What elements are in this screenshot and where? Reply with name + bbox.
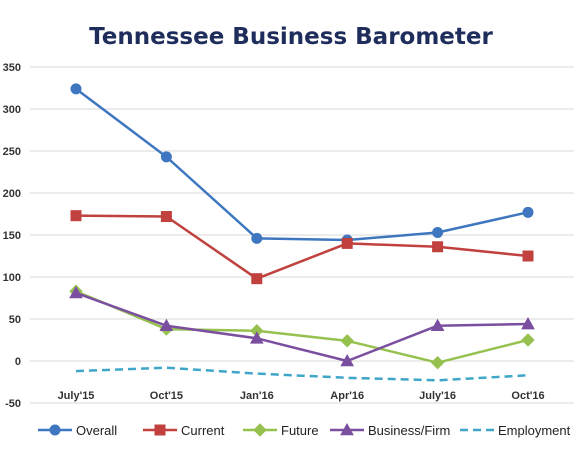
data-point-business-firm xyxy=(249,331,264,344)
data-point-current xyxy=(251,273,263,285)
x-tick-label: July'15 xyxy=(58,390,95,402)
data-point-current xyxy=(160,211,172,223)
y-tick-label: -50 xyxy=(5,398,21,410)
series-current xyxy=(70,210,534,285)
x-tick-label: Oct'15 xyxy=(150,390,183,402)
x-tick-label: Apr'16 xyxy=(330,390,364,402)
series-lines xyxy=(69,83,535,382)
data-point-future xyxy=(521,333,535,347)
data-point-current xyxy=(70,210,82,222)
legend-label: Business/Firm xyxy=(368,423,450,438)
y-tick-label: 0 xyxy=(15,356,21,368)
data-point-overall xyxy=(160,151,172,163)
y-tick-label: 300 xyxy=(3,104,21,116)
data-point-future xyxy=(430,355,445,370)
series-employment xyxy=(75,366,529,382)
data-point-business-firm xyxy=(159,318,174,332)
legend-marker xyxy=(49,424,61,436)
series-line-employment xyxy=(75,366,529,382)
y-tick-label: 100 xyxy=(3,272,21,284)
legend-label: Future xyxy=(281,423,319,438)
series-line-current xyxy=(75,214,529,280)
data-point-overall xyxy=(522,206,534,218)
legend-marker xyxy=(253,423,267,437)
legend-item-employment: Employment xyxy=(460,423,571,438)
y-tick-label: 350 xyxy=(3,62,21,74)
data-point-overall xyxy=(432,226,444,238)
x-tick-label: Jan'16 xyxy=(240,390,274,402)
series-business-firm xyxy=(69,285,535,367)
data-point-current xyxy=(341,237,353,249)
data-point-business-firm xyxy=(69,285,83,299)
chart-title: Tennessee Business Barometer xyxy=(89,24,493,50)
y-tick-label: 250 xyxy=(3,146,21,158)
legend-item-future: Future xyxy=(243,423,319,438)
x-tick-label: Oct'16 xyxy=(511,390,544,402)
gridlines xyxy=(30,66,574,404)
x-axis-ticks: July'15 Oct'15 Jan'16 Apr'16 July'16 Oct'16 xyxy=(58,390,545,402)
series-line-overall xyxy=(75,87,529,242)
legend-item-business-firm: Business/Firm xyxy=(330,422,450,438)
series-line-future xyxy=(75,290,529,364)
data-point-overall xyxy=(70,83,82,95)
y-tick-label: 150 xyxy=(3,230,21,242)
legend-item-current: Current xyxy=(143,423,225,438)
legend: Overall Current Future Business/Firm Employm… xyxy=(38,422,571,438)
legend-label: Current xyxy=(181,423,225,438)
data-point-overall xyxy=(251,232,263,244)
data-point-current xyxy=(432,241,444,253)
series-line-business-firm xyxy=(75,291,529,363)
data-point-current xyxy=(522,250,534,262)
y-axis-ticks: -50 0 50 100 150 200 250 300 350 xyxy=(3,62,21,410)
y-tick-label: 200 xyxy=(3,188,21,200)
legend-label: Employment xyxy=(498,423,571,438)
legend-marker xyxy=(154,424,166,436)
data-point-future xyxy=(340,334,354,348)
series-overall xyxy=(70,83,534,246)
data-point-business-firm xyxy=(340,353,355,367)
legend-label: Overall xyxy=(76,423,117,438)
y-tick-label: 50 xyxy=(9,314,21,326)
series-future xyxy=(69,284,535,370)
data-point-business-firm xyxy=(521,317,535,330)
legend-item-overall: Overall xyxy=(38,423,117,438)
legend-marker xyxy=(340,422,354,436)
data-point-business-firm xyxy=(430,318,445,332)
x-tick-label: July'16 xyxy=(419,390,456,402)
